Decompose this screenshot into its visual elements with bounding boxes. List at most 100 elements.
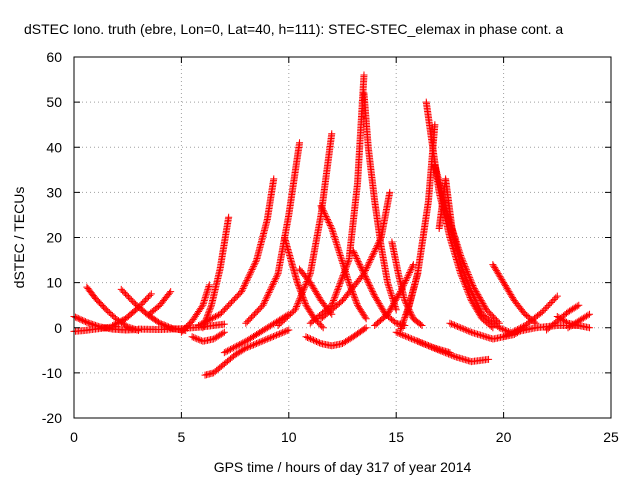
data-point: [540, 306, 548, 314]
data-point: [386, 306, 394, 314]
data-point: [368, 252, 376, 260]
data-point: [253, 307, 261, 315]
data-point: [429, 343, 437, 351]
data-point: [505, 288, 513, 296]
data-series: [195, 175, 278, 329]
data-point: [81, 318, 89, 326]
data-point: [372, 244, 380, 252]
data-point: [226, 300, 234, 308]
data-point: [194, 335, 202, 343]
data-point: [506, 330, 514, 338]
data-point: [249, 312, 257, 320]
x-tick-label: 10: [281, 429, 297, 445]
data-point: [270, 277, 278, 285]
data-point: [246, 315, 254, 323]
data-point: [459, 265, 467, 273]
data-point: [208, 314, 216, 322]
data-point: [503, 331, 511, 339]
data-point: [417, 339, 425, 347]
data-point: [361, 266, 369, 274]
data-point: [262, 336, 270, 344]
data-point: [334, 245, 342, 253]
data-point: [133, 326, 141, 334]
y-tick-label: -10: [42, 365, 62, 381]
data-point: [586, 324, 594, 332]
data-point: [137, 300, 145, 308]
data-point: [220, 328, 228, 336]
data-point: [308, 335, 316, 343]
data-point: [304, 274, 312, 282]
data-point: [338, 273, 346, 281]
data-point: [280, 328, 288, 336]
data-point: [322, 212, 330, 220]
data-point: [388, 291, 396, 299]
data-point: [332, 239, 340, 247]
data-point: [236, 341, 244, 349]
data-point: [504, 330, 512, 338]
data-point: [312, 288, 320, 296]
data-point: [343, 274, 351, 282]
data-point: [501, 282, 509, 290]
data-point: [77, 316, 85, 324]
data-point: [351, 252, 359, 260]
data-point: [311, 286, 319, 294]
data-point: [273, 271, 281, 279]
data-point: [228, 298, 236, 306]
data-point: [139, 299, 147, 307]
data-point: [167, 288, 175, 296]
data-point: [271, 276, 279, 284]
data-point: [306, 335, 314, 343]
data-point: [298, 290, 306, 298]
x-axis-label: GPS time / hours of day 317 of year 2014: [214, 459, 472, 475]
data-point: [472, 297, 480, 305]
data-point: [408, 335, 416, 343]
data-point: [386, 188, 394, 196]
data-point: [292, 304, 300, 312]
data-point: [476, 306, 484, 314]
data-points-layer: [70, 71, 594, 379]
data-point: [304, 276, 312, 284]
data-point: [470, 292, 478, 300]
data-point: [357, 264, 365, 272]
data-point: [408, 264, 416, 272]
data-point: [354, 256, 362, 264]
data-point: [543, 303, 551, 311]
data-point: [500, 280, 508, 288]
data-point: [340, 269, 348, 277]
data-point: [243, 318, 251, 326]
data-series: [188, 328, 228, 345]
data-point: [467, 288, 475, 296]
data-point: [288, 309, 296, 317]
data-point: [219, 329, 227, 337]
data-point: [397, 286, 405, 294]
data-point: [248, 266, 256, 274]
data-point: [344, 275, 352, 283]
data-point: [336, 279, 344, 287]
data-point: [395, 291, 403, 299]
data-point: [165, 289, 173, 297]
data-point: [506, 289, 514, 297]
data-point: [259, 337, 267, 345]
data-point: [469, 291, 477, 299]
data-point: [375, 238, 383, 246]
data-point: [421, 340, 429, 348]
data-point: [492, 267, 500, 275]
data-point: [374, 298, 382, 306]
data-point: [204, 310, 212, 318]
data-point: [467, 286, 475, 294]
data-point: [293, 301, 301, 309]
data-point: [398, 331, 406, 339]
data-point: [204, 317, 212, 325]
data-point: [241, 280, 249, 288]
data-point: [369, 289, 377, 297]
data-point: [291, 306, 299, 314]
data-point: [117, 285, 125, 293]
data-point: [361, 325, 369, 333]
data-point: [350, 291, 358, 299]
data-point: [373, 297, 381, 305]
data-point: [243, 343, 251, 351]
data-point: [339, 272, 347, 280]
data-point: [241, 281, 249, 289]
data-point: [418, 321, 426, 329]
